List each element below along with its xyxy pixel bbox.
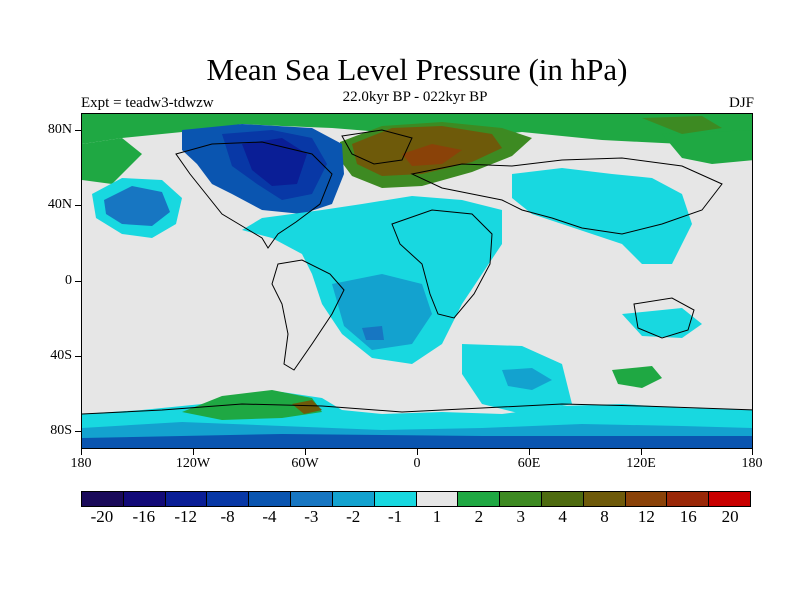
anomaly-map xyxy=(82,114,752,448)
lat-tick xyxy=(75,281,81,282)
colorbar-swatch xyxy=(500,492,542,506)
colorbar-label: -20 xyxy=(90,507,114,526)
colorbar-swatch xyxy=(374,492,417,506)
colorbar-swatch xyxy=(583,492,626,506)
map-panel xyxy=(81,113,753,449)
south-indian-low xyxy=(502,368,552,390)
colorbar-label: 4 xyxy=(558,507,567,526)
antarctic-brown-patch xyxy=(292,400,322,414)
colorbar-swatch xyxy=(82,492,124,506)
siberia-positive-region xyxy=(662,130,752,164)
lat-tick xyxy=(75,356,81,357)
colorbar-swatch xyxy=(291,492,333,506)
lat-label-80n: 80N xyxy=(47,122,72,137)
lon-label-60e: 60E xyxy=(517,456,541,471)
coast-eurasia xyxy=(410,157,723,235)
colorbar-swatch xyxy=(458,492,501,506)
colorbar-label: 20 xyxy=(721,507,739,526)
coast-antarctica xyxy=(82,403,752,415)
lat-label-0: 0 xyxy=(65,273,72,288)
lon-label-180w: 180 xyxy=(70,456,92,471)
colorbar-swatch xyxy=(416,492,459,506)
lon-label-120e: 120E xyxy=(626,456,656,471)
colorbar-label: 12 xyxy=(637,507,655,526)
colorbar-swatch xyxy=(165,492,208,506)
colorbar-label: 1 xyxy=(432,507,442,526)
colorbar-label: -4 xyxy=(262,507,277,526)
colorbar-label: -12 xyxy=(174,507,198,526)
north-pacific-low xyxy=(104,186,170,226)
colorbar-swatch xyxy=(207,492,250,506)
colorbar-label: -3 xyxy=(304,507,319,526)
lat-label-40s: 40S xyxy=(50,348,72,363)
lon-tick xyxy=(81,449,82,455)
lat-tick xyxy=(75,431,81,432)
lat-tick xyxy=(75,205,81,206)
coastlines xyxy=(82,129,752,415)
lon-tick xyxy=(193,449,194,455)
greenland-high-core xyxy=(402,144,462,166)
lon-tick xyxy=(417,449,418,455)
south-atlantic-core xyxy=(362,326,384,340)
bering-positive-region xyxy=(82,138,142,184)
coast-south-america xyxy=(271,259,345,371)
experiment-label: Expt = teadw3-tdwzw xyxy=(81,95,214,111)
colorbar-label: -2 xyxy=(346,507,361,526)
lon-label-60w: 60W xyxy=(291,456,319,471)
arctic-green-patch xyxy=(642,116,722,134)
lon-tick xyxy=(305,449,306,455)
south-atlantic-low xyxy=(332,274,432,350)
season-label: DJF xyxy=(728,95,754,111)
lon-tick xyxy=(752,449,753,455)
colorbar-swatch xyxy=(541,492,584,506)
lat-tick xyxy=(75,130,81,131)
colorbar-label: 3 xyxy=(516,507,525,526)
antarctic-negative-core xyxy=(82,434,752,448)
colorbar-swatch xyxy=(249,492,292,506)
australia-negative xyxy=(622,308,702,338)
lon-label-0: 0 xyxy=(413,456,421,471)
colorbar-label: 16 xyxy=(679,507,697,526)
colorbar-swatch xyxy=(332,492,375,506)
colorbar-swatch xyxy=(667,492,710,506)
colorbar-label: -16 xyxy=(132,507,156,526)
lon-tick xyxy=(529,449,530,455)
colorbar-label: -8 xyxy=(220,507,235,526)
coast-australia xyxy=(633,297,695,339)
period-label: 22.0kyr BP - 022kyr BP xyxy=(342,89,488,105)
lon-label-180e: 180 xyxy=(741,456,763,471)
map-title: Mean Sea Level Pressure (in hPa) xyxy=(206,52,628,87)
coast-africa xyxy=(391,209,493,319)
colorbar-label: 8 xyxy=(600,507,609,526)
colorbar xyxy=(81,491,751,507)
colorbar-label: -1 xyxy=(387,507,403,526)
south-pacific-positive xyxy=(612,366,662,388)
lat-label-40n: 40N xyxy=(47,197,72,212)
antarctic-positive-patch xyxy=(182,390,322,420)
colorbar-label: 2 xyxy=(474,507,484,526)
lat-label-80s: 80S xyxy=(50,423,72,438)
eurasia-negative xyxy=(512,168,692,264)
colorbar-swatch xyxy=(625,492,668,506)
coast-north-america xyxy=(175,141,333,249)
lon-label-120w: 120W xyxy=(175,456,211,471)
lon-tick xyxy=(641,449,642,455)
colorbar-swatch xyxy=(709,492,750,506)
colorbar-swatch xyxy=(123,492,166,506)
north-america-low-core xyxy=(242,138,307,186)
coast-greenland xyxy=(341,129,413,165)
